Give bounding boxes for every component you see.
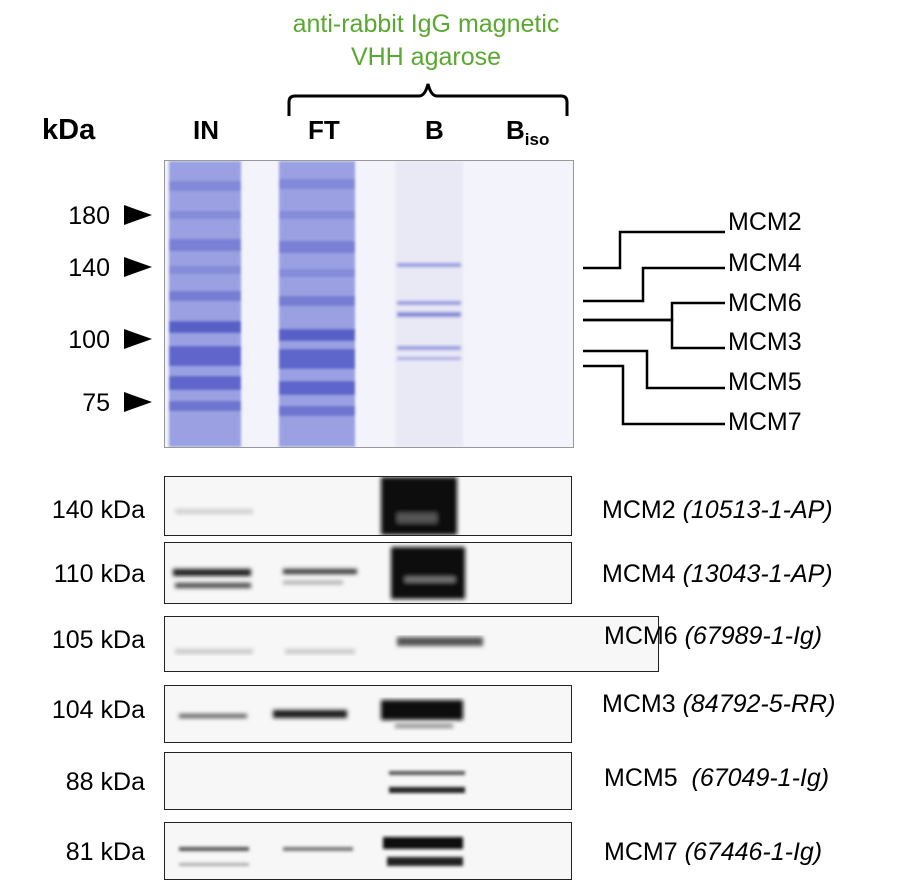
gel-lane-b (395, 161, 463, 447)
band-label-mcm6: MCM6 (728, 289, 802, 317)
band-label-mcm3: MCM3 (728, 328, 802, 356)
lane-label-b: B (425, 115, 444, 145)
blot-protein-mcm5: MCM5 (604, 764, 685, 792)
blot-antibody-mcm2: MCM2 (10513-1-AP) (602, 496, 833, 525)
marker-100-label: 100 (68, 326, 110, 354)
blot-protein-mcm4: MCM4 (602, 560, 676, 588)
band-label-mcm5: MCM5 (728, 368, 802, 396)
marker-180-arrow-icon (124, 205, 152, 225)
blot-catalog-mcm6: (67989-1-Ig) (684, 622, 823, 650)
gel-lane-ft (279, 161, 355, 447)
band-label-mcm7: MCM7 (728, 408, 802, 436)
lane-label-in: IN (193, 115, 219, 145)
blot-mw-mcm3: 104 kDa (51, 696, 145, 724)
band-leader-lines (583, 230, 725, 426)
band-label-mcm2: MCM2 (728, 208, 802, 236)
blot-mcm2 (164, 476, 572, 536)
blot-mcm3 (164, 685, 572, 743)
marker-75-arrow-icon (124, 392, 152, 412)
blot-antibody-mcm5: MCM5 (67049-1-Ig) (604, 764, 829, 793)
marker-180-label: 180 (68, 202, 110, 230)
blot-mcm4 (164, 542, 572, 604)
kda-header: kDa (42, 114, 96, 146)
marker-140-arrow-icon (124, 257, 152, 277)
blot-antibody-mcm3: MCM3 (84792-5-RR) (602, 690, 835, 719)
group-label-line-2: VHH agarose (350, 42, 502, 71)
group-label: anti-rabbit IgG magnetic VHH agarose (226, 8, 626, 73)
blot-catalog-mcm2: (10513-1-AP) (682, 496, 833, 524)
marker-140-label: 140 (68, 254, 110, 282)
blot-antibody-mcm6: MCM6 (67989-1-Ig) (604, 622, 822, 651)
blot-catalog-mcm3: (84792-5-RR) (682, 690, 836, 718)
gel-lane-in (169, 161, 241, 447)
marker-75-label: 75 (82, 389, 110, 417)
marker-100-arrow-icon (124, 329, 152, 349)
blot-mw-mcm2: 140 kDa (51, 496, 145, 524)
blot-mw-mcm4: 110 kDa (53, 560, 145, 588)
lane-label-biso-main: B (506, 115, 525, 145)
blot-antibody-mcm7: MCM7 (67446-1-Ig) (604, 838, 822, 867)
blot-protein-mcm7: MCM7 (604, 838, 678, 866)
blot-protein-mcm2: MCM2 (602, 496, 676, 524)
blot-mcm5 (164, 752, 572, 810)
band-label-mcm4: MCM4 (728, 249, 802, 277)
blot-catalog-mcm5: (67049-1-Ig) (691, 764, 830, 792)
coomassie-gel (164, 160, 574, 448)
group-label-line-1: anti-rabbit IgG magnetic (292, 10, 560, 38)
lane-label-ft: FT (308, 115, 340, 145)
blot-mw-mcm7: 81 kDa (65, 838, 145, 866)
lane-label-biso-sub: iso (524, 130, 550, 149)
blot-protein-mcm3: MCM3 (602, 690, 676, 718)
group-bracket (287, 83, 569, 116)
blot-mcm7 (164, 822, 572, 880)
lane-label-biso: Biso (506, 115, 549, 150)
blot-mcm6 (164, 616, 659, 672)
blot-antibody-mcm4: MCM4 (13043-1-AP) (602, 560, 833, 589)
blot-catalog-mcm4: (13043-1-AP) (682, 560, 833, 588)
blot-mw-mcm5: 88 kDa (65, 768, 145, 796)
blot-catalog-mcm7: (67446-1-Ig) (684, 838, 823, 866)
blot-mw-mcm6: 105 kDa (51, 626, 145, 654)
blot-protein-mcm6: MCM6 (604, 622, 678, 650)
